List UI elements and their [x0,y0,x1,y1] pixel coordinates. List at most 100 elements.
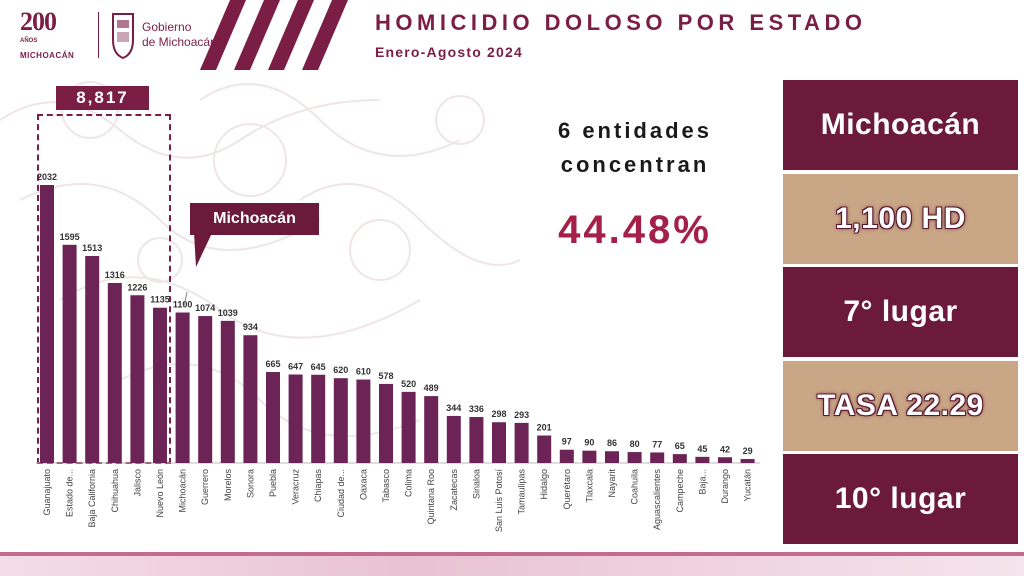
data-label: 934 [243,322,258,332]
category-label: Querétaro [562,469,572,510]
data-label: 1135 [150,295,170,305]
header-stripes [200,0,348,70]
category-label: Veracruz [291,469,301,505]
data-label: 298 [491,409,506,419]
bar [424,396,439,463]
category-label: Zacatecas [449,469,459,511]
michoacan-callout: Michoacán [190,203,319,235]
category-label: Guanajuato [42,469,52,516]
data-label: 489 [424,383,439,393]
bar [333,378,348,463]
category-label: Oaxaca [358,469,368,500]
category-label: Tabasco [381,469,391,503]
bar [672,454,687,463]
category-label: Morelos [223,469,233,502]
gov-line-2: de Michoacán [142,35,217,49]
bar [537,435,552,463]
bar [469,417,484,463]
bar [311,374,326,463]
michoacan-leader-line [183,291,188,307]
category-label: Sinaloa [471,469,481,499]
bar [695,456,710,463]
data-label: 336 [469,404,484,414]
bar [62,244,77,463]
category-label: Jalisco [132,469,142,497]
data-label: 1226 [127,282,147,292]
logo-number: 200 [20,7,57,36]
category-label: Puebla [268,469,278,497]
bar [718,457,732,463]
bar [175,312,190,463]
category-label: Campeche [675,469,685,513]
bar [198,316,213,463]
data-label: 65 [675,441,685,451]
bar [401,391,416,463]
bar [740,459,755,463]
bar [627,452,642,463]
logo-anos: AÑOS [20,38,38,44]
data-label: 610 [356,367,371,377]
category-label: Aguascalientes [652,469,662,531]
category-label: Coahuila [630,469,640,505]
data-label: 80 [630,439,640,449]
bar [288,374,303,463]
bar [220,320,235,463]
bar [266,372,280,463]
data-label: 620 [333,365,348,375]
category-label: Baja California [87,469,97,528]
data-label: 201 [537,423,552,433]
page-title: HOMICIDIO DOLOSO POR ESTADO [375,10,867,35]
bar [650,452,665,463]
bar [605,451,619,463]
panel-rate: TASA 22.29 [783,361,1018,451]
bar [582,450,597,463]
category-label: Nayarit [607,469,617,498]
bar [153,307,167,463]
bar [492,422,506,463]
data-label: 665 [265,359,280,369]
category-label: Chihuahua [110,469,120,513]
concentration-percent: 44.48% [558,208,712,252]
callout-pointer [194,233,212,267]
panel-state: Michoacán [783,80,1018,170]
government-name: Gobierno de Michoacán [142,20,217,50]
bar [243,335,258,463]
footer-bar [0,552,1024,576]
data-label: 77 [652,439,662,449]
data-label: 42 [720,444,730,454]
data-label: 647 [288,361,303,371]
category-label: Tlaxcala [584,469,594,503]
data-label: 45 [697,444,707,454]
bar [107,282,122,463]
category-label: Estado de... [65,469,75,517]
bar [559,449,574,463]
data-label: 29 [743,446,753,456]
category-label: Sonora [245,469,255,498]
concentration-line-2: concentran [560,152,710,177]
data-label: 344 [446,403,461,413]
bar [40,185,54,463]
bar [446,415,461,463]
category-label: Ciudad de... [336,469,346,518]
bar [85,256,100,463]
data-label: 86 [607,438,617,448]
header-logo: 200 AÑOS MICHOACÁN Gobierno de Michoacán [18,7,248,61]
category-label: Durango [720,469,730,504]
category-label: Guerrero [200,469,210,505]
data-label: 1039 [218,308,238,318]
category-label: Yucatán [743,469,753,502]
logo-state: MICHOACÁN [20,51,75,60]
data-label: 2032 [37,172,57,182]
bar [130,295,145,463]
data-label: 1100 [173,300,193,310]
top-group-total: 8,817 [56,86,149,110]
data-label: 520 [401,379,416,389]
logo-divider [98,12,99,58]
category-label: Quintana Roo [426,469,436,525]
data-label: 645 [311,362,326,372]
data-label: 1316 [105,270,125,280]
state-shield-icon [112,13,134,60]
data-label: 578 [378,371,393,381]
data-label: 1513 [82,243,102,253]
